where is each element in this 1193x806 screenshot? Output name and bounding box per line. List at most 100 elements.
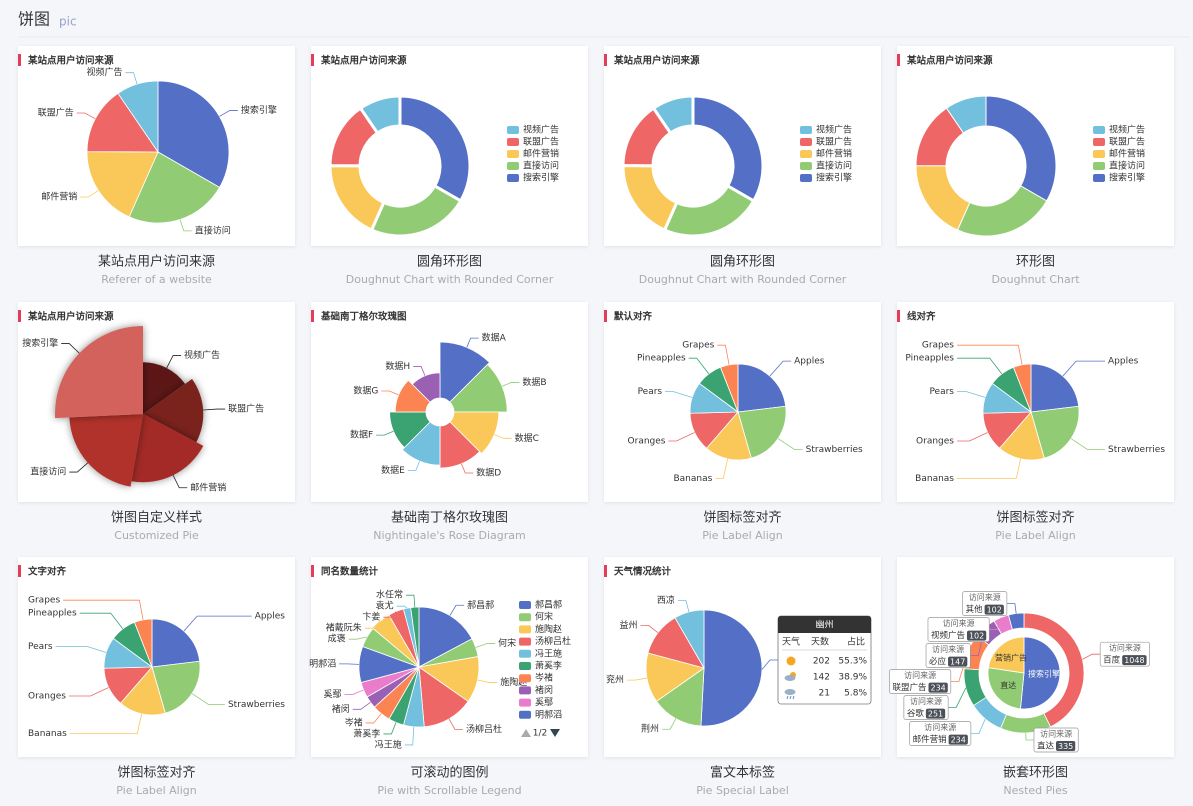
card-caption[interactable]: 基础南丁格尔玫瑰图 xyxy=(391,510,508,526)
slice-label: Bananas xyxy=(28,729,67,739)
legend-label[interactable]: 明郝滔 xyxy=(535,708,562,720)
slice-label: 邮件营销 xyxy=(41,191,77,203)
slice-label: 袁尤 xyxy=(376,600,394,612)
legend-label[interactable]: 冯王施 xyxy=(535,647,562,659)
legend-label[interactable]: 施陶赵 xyxy=(535,623,562,635)
legend-label[interactable]: 萧奚李 xyxy=(535,660,562,672)
legend-label[interactable]: 直接访问 xyxy=(523,160,559,172)
card-caption[interactable]: 饼图标签对齐 xyxy=(996,510,1074,526)
rich-share: 5.8% xyxy=(844,689,867,699)
pie-slice xyxy=(1012,363,1032,413)
label-line xyxy=(640,624,659,634)
label-line xyxy=(668,432,695,442)
legend-label[interactable]: 视频广告 xyxy=(523,124,559,136)
inner-label: 搜索引擎 xyxy=(1028,668,1060,678)
legend-swatch[interactable] xyxy=(1093,174,1105,182)
card-caption[interactable]: 圆角环形图 xyxy=(710,255,775,270)
label-value-box xyxy=(1122,655,1147,666)
legend-swatch[interactable] xyxy=(1093,138,1105,146)
legend-swatch[interactable] xyxy=(507,126,519,134)
legend-label[interactable]: 联盟广告 xyxy=(1109,136,1145,148)
legend-swatch[interactable] xyxy=(1093,162,1105,170)
slice-label: Grapes xyxy=(682,341,714,351)
legend-swatch[interactable] xyxy=(507,150,519,158)
pie-slice xyxy=(1030,363,1080,413)
legend-label[interactable]: 视频广告 xyxy=(816,124,852,136)
legend-swatch[interactable] xyxy=(800,126,812,134)
legend-label[interactable]: 奚鄢 xyxy=(535,697,553,708)
card-caption[interactable]: 富文本标签 xyxy=(710,765,775,781)
card-caption[interactable]: 饼图标签对齐 xyxy=(703,510,781,526)
label-line xyxy=(383,722,397,735)
label-line xyxy=(69,462,89,473)
card-caption-en: Doughnut Chart with Rounded Corner xyxy=(639,273,847,286)
label-name: 直达 xyxy=(1037,741,1055,752)
legend-swatch[interactable] xyxy=(519,649,531,658)
legend-swatch[interactable] xyxy=(1093,150,1105,158)
doughnut-slice xyxy=(359,94,402,135)
label-line xyxy=(183,615,252,632)
legend-swatch[interactable] xyxy=(519,625,531,634)
label-name: 必应 xyxy=(929,656,947,667)
legend-label[interactable]: 搜索引擎 xyxy=(816,172,852,184)
chart-title: 天气情况统计 xyxy=(614,566,672,578)
card-caption[interactable]: 圆角环形图 xyxy=(417,255,482,270)
legend-page-next[interactable] xyxy=(550,729,560,737)
legend-swatch[interactable] xyxy=(519,698,531,707)
legend-swatch[interactable] xyxy=(800,138,812,146)
card-caption[interactable]: 嵌套环形图 xyxy=(1003,765,1068,781)
rich-column: 天气 xyxy=(782,636,800,648)
rose-slice xyxy=(401,421,441,466)
legend-swatch[interactable] xyxy=(519,662,531,670)
legend-swatch[interactable] xyxy=(519,674,531,683)
label-value-box xyxy=(948,734,968,745)
legend-swatch[interactable] xyxy=(519,686,531,695)
legend-swatch[interactable] xyxy=(507,162,519,170)
legend-swatch[interactable] xyxy=(800,150,812,158)
legend-label[interactable]: 邮件营销 xyxy=(1109,148,1145,160)
legend-label[interactable]: 邮件营销 xyxy=(523,148,559,160)
legend-label[interactable]: 搜索引擎 xyxy=(1109,172,1145,184)
legend-swatch[interactable] xyxy=(1093,126,1105,134)
slice-label: 联盟广告 xyxy=(228,403,264,415)
label-value: 251 xyxy=(928,710,943,719)
label-name: 谷歌 xyxy=(907,708,925,719)
legend-label[interactable]: 邮件营销 xyxy=(816,148,852,160)
legend-label[interactable]: 视频广告 xyxy=(1109,124,1145,136)
label-value: 234 xyxy=(951,736,966,745)
label-line xyxy=(364,620,381,629)
legend-label[interactable]: 郝昌郝 xyxy=(535,599,562,611)
legend-swatch[interactable] xyxy=(519,637,531,646)
card-caption[interactable]: 饼图标签对齐 xyxy=(117,765,195,781)
legend-swatch[interactable] xyxy=(800,174,812,182)
legend-swatch[interactable] xyxy=(507,174,519,182)
legend-label[interactable]: 直接访问 xyxy=(816,160,852,172)
legend-label[interactable]: 搜索引擎 xyxy=(523,172,559,184)
legend-label[interactable]: 联盟广告 xyxy=(523,136,559,148)
label-line xyxy=(777,438,803,450)
slice-label: 数据G xyxy=(353,385,378,397)
card-caption[interactable]: 饼图自定义样式 xyxy=(111,511,202,526)
legend-label[interactable]: 直接访问 xyxy=(1109,160,1145,172)
label-line xyxy=(761,659,778,670)
legend-swatch[interactable] xyxy=(519,613,531,622)
card-caption[interactable]: 某站点用户访问来源 xyxy=(98,254,215,270)
card-chart: 默认对齐 Apples Strawberries Bananas Oranges Pear… xyxy=(604,310,863,484)
legend-swatch[interactable] xyxy=(507,138,519,146)
slice-label: 数据A xyxy=(482,332,507,344)
legend-label[interactable]: 汤柳吕杜 xyxy=(535,635,571,647)
legend-label[interactable]: 岑褚 xyxy=(535,672,553,684)
legend-swatch[interactable] xyxy=(800,162,812,170)
card-caption[interactable]: 环形图 xyxy=(1016,255,1055,270)
legend-label[interactable]: 何宋 xyxy=(535,611,553,623)
legend-swatch[interactable] xyxy=(519,710,531,719)
card-caption[interactable]: 可滚动的图例 xyxy=(410,765,488,781)
card-chart: 线对齐 Apples Strawberries Bananas Oranges Pears… xyxy=(897,310,1165,484)
slice-label: 联盟广告 xyxy=(38,107,74,119)
legend-swatch[interactable] xyxy=(519,601,531,609)
legend-label[interactable]: 联盟广告 xyxy=(816,136,852,148)
legend-page-prev[interactable] xyxy=(521,729,531,737)
legend-label[interactable]: 褚闵 xyxy=(535,684,553,696)
title-bar xyxy=(311,54,314,66)
card-caption-en: Nightingale's Rose Diagram xyxy=(373,529,525,542)
